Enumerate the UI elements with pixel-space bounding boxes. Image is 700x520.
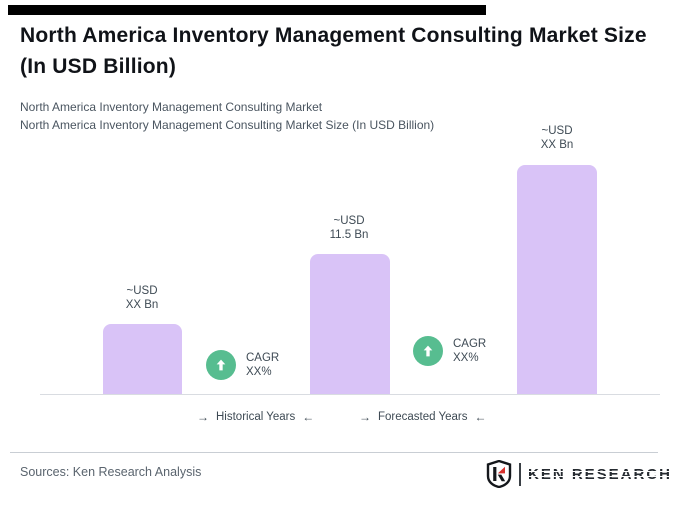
subtitle-line-2: North America Inventory Management Consu…	[20, 118, 435, 132]
x-axis-line	[40, 394, 660, 395]
ken-research-shield-icon	[486, 460, 512, 488]
bar	[517, 165, 597, 394]
right-arrow-icon: →	[359, 410, 371, 424]
logo-wordmark: KEN RESEARCH	[528, 465, 673, 483]
chart-subtitle: North America Inventory Management Consu…	[20, 98, 434, 134]
logo-stripe	[528, 475, 673, 477]
bar-value-label: ~USD 11.5 Bn	[329, 215, 369, 241]
bar-value-label: ~USD XX Bn	[125, 285, 159, 311]
cagr-badge	[413, 336, 443, 366]
cagr-label: CAGR XX%	[453, 338, 487, 364]
footer-divider	[10, 452, 658, 453]
cagr-label: CAGR XX%	[246, 352, 280, 378]
up-arrow-icon	[423, 345, 433, 357]
forecasted-years-axis-label: → Forecasted Years ←	[359, 410, 487, 424]
bar	[103, 324, 182, 394]
subtitle-line-1: North America Inventory Management Consu…	[20, 100, 323, 114]
ken-research-logo: KEN RESEARCH	[486, 460, 673, 488]
page-title: North America Inventory Management Consu…	[20, 24, 647, 78]
cagr-badge	[206, 350, 236, 380]
left-arrow-icon: ←	[302, 410, 315, 424]
historical-years-axis-label: → Historical Years ←	[197, 410, 314, 424]
sources-text: Sources: Ken Research Analysis	[20, 465, 202, 479]
bar	[310, 254, 390, 394]
logo-stripe	[528, 470, 673, 472]
bar-value-label: ~USD XX Bn	[540, 125, 574, 151]
logo-text: KEN RESEARCH	[528, 465, 673, 483]
historical-years-text: Historical Years	[216, 411, 296, 423]
forecasted-years-text: Forecasted Years	[378, 411, 468, 423]
left-arrow-icon: ←	[474, 410, 487, 424]
logo-divider	[519, 462, 521, 486]
right-arrow-icon: →	[197, 410, 209, 424]
top-accent-bar	[8, 5, 486, 15]
bar-plot-area	[103, 165, 597, 394]
up-arrow-icon	[216, 359, 226, 371]
